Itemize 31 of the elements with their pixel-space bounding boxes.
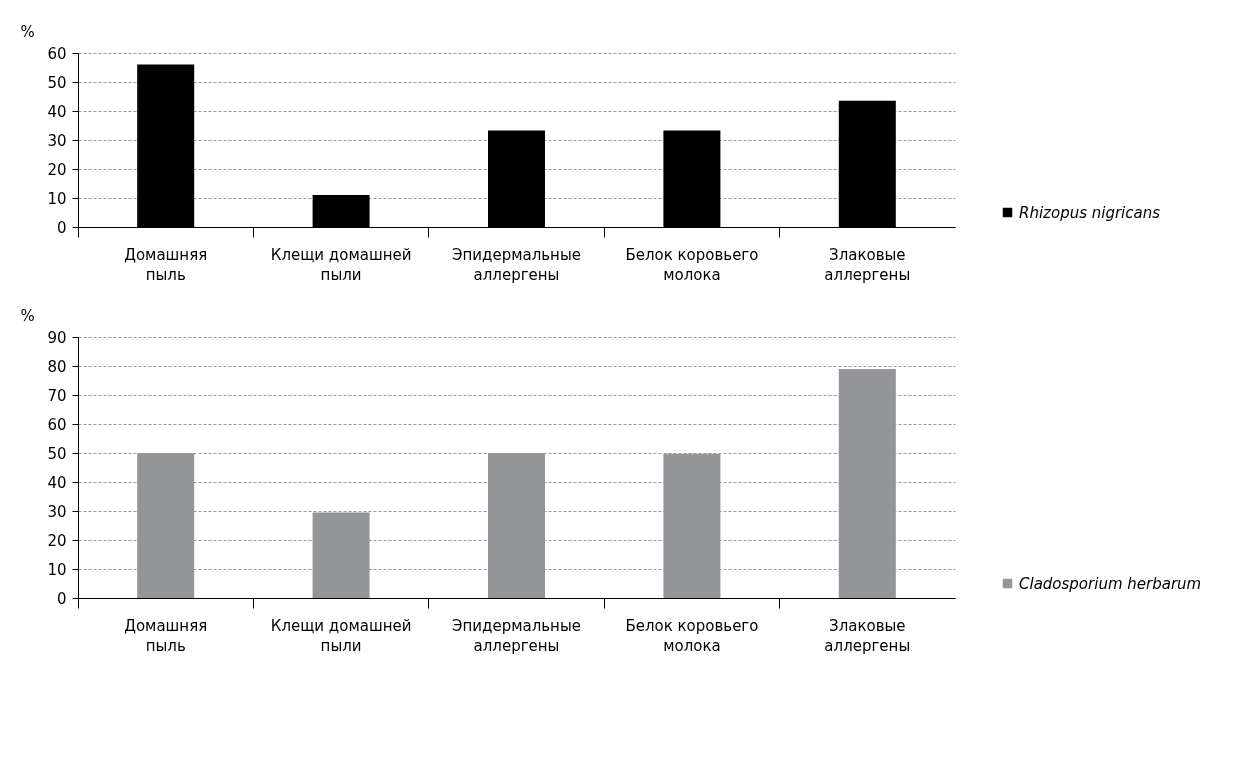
y-tick-label: 40 <box>47 102 67 121</box>
x-tick-label: Злаковые аллергены <box>824 245 911 284</box>
y-tick-label: 20 <box>47 531 67 550</box>
y-tick-label: 60 <box>47 415 67 434</box>
x-tick-label: Злаковые аллергены <box>824 616 911 655</box>
x-tick-label: Эпидермальные аллергены <box>452 245 581 284</box>
y-tick-label: 0 <box>56 589 67 608</box>
y-tick-label: 90 <box>47 328 67 347</box>
y-tick-label: 0 <box>56 218 67 237</box>
x-tick-label: Белок коровьего молока <box>625 245 759 284</box>
y-tick-label: 50 <box>47 444 67 463</box>
x-tick-label: Домашняя пыль <box>124 616 208 655</box>
y-tick-label: 10 <box>47 560 67 579</box>
y-tick-label: 70 <box>47 386 67 405</box>
y-tick-label: 30 <box>47 502 67 521</box>
y-axis-title: % <box>20 306 35 325</box>
legend-label: Rhizopus nigricans <box>1019 203 1161 222</box>
x-tick-label: Клещи домашней пыли <box>270 616 412 655</box>
y-tick-label: 50 <box>47 73 67 92</box>
y-tick-label: 40 <box>47 473 67 492</box>
x-tick-label: Эпидермальные аллергены <box>452 616 581 655</box>
y-tick-label: 20 <box>47 160 67 179</box>
y-tick-label: 80 <box>47 357 67 376</box>
x-tick-label: Белок коровьего молока <box>625 616 759 655</box>
legend-label: Cladosporium herbarum <box>1019 574 1202 593</box>
y-tick-label: 30 <box>47 131 67 150</box>
y-tick-label: 60 <box>47 44 67 63</box>
x-tick-label: Клещи домашней пыли <box>270 245 412 284</box>
y-tick-label: 10 <box>47 189 67 208</box>
y-axis-title: % <box>20 22 35 41</box>
x-tick-label: Домашняя пыль <box>124 245 208 284</box>
